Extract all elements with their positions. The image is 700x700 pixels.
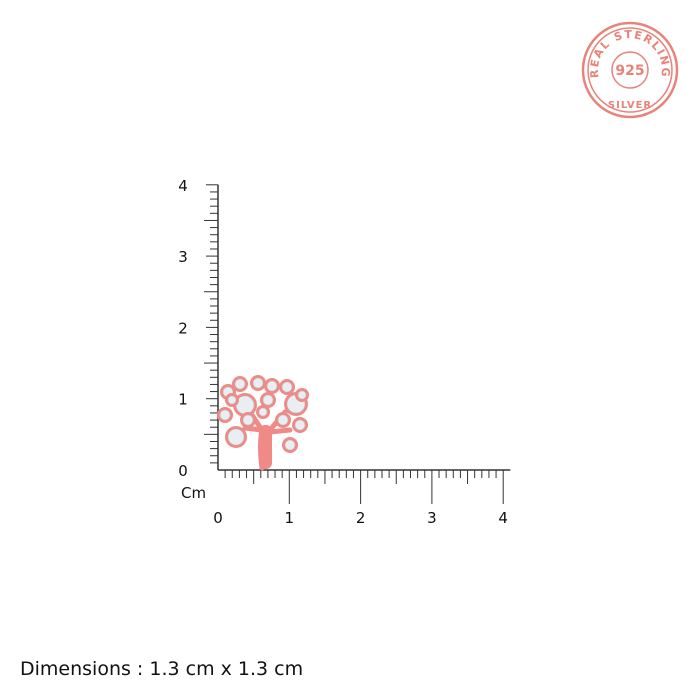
y-tick-label: 4 xyxy=(178,177,188,195)
stone xyxy=(227,428,245,446)
dimensions-caption: Dimensions : 1.3 cm x 1.3 cm xyxy=(20,658,304,680)
badge-center-text: 925 xyxy=(615,63,644,79)
unit-label: Cm xyxy=(181,484,206,502)
stone xyxy=(266,380,278,392)
x-tick-label: 1 xyxy=(285,509,295,527)
stone xyxy=(242,414,254,426)
stone xyxy=(281,381,293,393)
stone xyxy=(219,409,231,421)
tree-trunk-base xyxy=(259,425,272,469)
stone xyxy=(277,414,289,426)
x-tick-label: 2 xyxy=(356,509,366,527)
y-tick-label: 1 xyxy=(178,391,188,409)
ruler: 0 1 2 3 4 0 1 2 3 4 xyxy=(178,177,511,527)
stone xyxy=(284,439,296,451)
stone xyxy=(258,407,268,417)
stone xyxy=(294,419,306,431)
y-tick-label: 2 xyxy=(178,319,188,337)
stone xyxy=(234,378,246,390)
badge-bottom-text: SILVER xyxy=(608,100,652,111)
x-tick-label: 3 xyxy=(427,509,437,527)
x-tick-label: 4 xyxy=(498,509,508,527)
stone xyxy=(252,377,264,389)
stone xyxy=(262,394,274,406)
tree-earring-image xyxy=(217,375,309,471)
y-tick-label: 3 xyxy=(178,248,188,266)
x-tick-label: 0 xyxy=(213,509,223,527)
stone xyxy=(227,395,237,405)
sterling-silver-badge: REAL STERLING 925 SILVER xyxy=(581,21,679,119)
stone xyxy=(297,390,307,400)
y-tick-label: 0 xyxy=(178,462,188,480)
